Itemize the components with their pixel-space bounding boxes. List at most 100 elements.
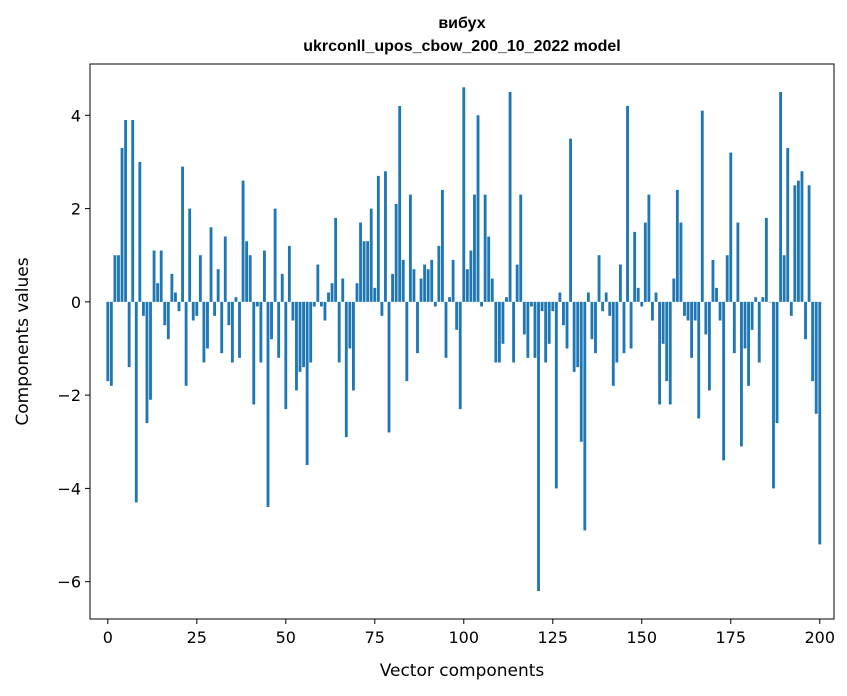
chart-title-line2: ukrconll_upos_cbow_200_10_2022 model — [303, 38, 620, 55]
bar — [779, 91, 783, 302]
bar — [234, 297, 238, 302]
bar — [608, 301, 612, 316]
bar — [280, 273, 284, 302]
bar — [430, 259, 434, 302]
y-tick-label: 4 — [71, 106, 81, 125]
bar — [195, 301, 199, 316]
bar — [309, 301, 313, 363]
bar — [291, 301, 295, 321]
bar — [515, 264, 519, 302]
bar — [387, 301, 391, 433]
x-tick-label: 75 — [365, 628, 385, 647]
bar — [601, 301, 605, 312]
bar — [483, 194, 487, 302]
bar — [405, 301, 409, 382]
bar — [252, 301, 256, 405]
bar — [255, 301, 259, 307]
bar — [419, 278, 423, 302]
bar — [391, 273, 395, 302]
bar — [526, 301, 530, 358]
bar — [384, 171, 387, 302]
bar — [640, 301, 644, 307]
bar — [590, 301, 594, 340]
bar — [686, 301, 690, 321]
y-axis: −6 −4 −2 0 2 4 — [57, 106, 90, 592]
x-tick-label: 0 — [103, 628, 113, 647]
bar — [569, 138, 572, 302]
bar — [743, 301, 747, 349]
bar — [636, 287, 640, 302]
bar — [704, 301, 708, 335]
bar — [658, 301, 661, 405]
bar — [768, 301, 772, 303]
y-tick-label: −2 — [57, 386, 81, 405]
bar — [273, 208, 277, 302]
bar — [533, 301, 537, 358]
bar — [690, 301, 694, 358]
bar — [230, 301, 234, 363]
x-axis-label: Vector components — [380, 661, 545, 681]
bar — [576, 301, 580, 368]
bar — [501, 301, 505, 344]
bar — [131, 119, 135, 302]
bar — [754, 297, 758, 302]
bar — [163, 301, 167, 326]
bar — [761, 297, 765, 302]
bar — [750, 301, 754, 330]
bar — [700, 110, 704, 302]
bar — [223, 236, 227, 302]
bar — [270, 301, 273, 340]
y-tick-label: 2 — [71, 200, 81, 219]
bar — [814, 301, 818, 414]
bar — [586, 292, 590, 302]
bar — [177, 301, 181, 312]
bar — [665, 301, 669, 382]
bar — [423, 264, 427, 302]
bar — [505, 297, 508, 302]
bar — [740, 301, 743, 447]
bar — [337, 301, 341, 363]
bar — [497, 301, 501, 363]
bar — [398, 105, 402, 302]
bar — [462, 87, 466, 302]
bar — [355, 283, 359, 302]
bar — [206, 301, 209, 349]
bar — [266, 301, 270, 508]
bar — [334, 217, 338, 302]
bar — [764, 217, 768, 302]
bar — [654, 292, 658, 302]
bar — [106, 301, 110, 382]
bar — [633, 231, 637, 302]
bar — [188, 208, 192, 302]
bar — [594, 301, 597, 354]
bar — [284, 301, 288, 410]
bar — [747, 301, 750, 386]
bar — [611, 301, 615, 386]
bar — [245, 241, 249, 302]
bar — [138, 161, 142, 302]
bar — [166, 301, 170, 340]
bar — [433, 301, 437, 307]
bar — [651, 301, 654, 321]
bar — [202, 301, 206, 363]
bar — [448, 297, 451, 302]
bar — [330, 283, 334, 302]
bar — [344, 301, 348, 438]
bar — [263, 250, 266, 302]
bar — [319, 301, 323, 307]
bar — [604, 292, 608, 302]
bar — [295, 301, 298, 391]
bar — [565, 301, 569, 349]
bar — [117, 255, 120, 302]
bar — [772, 301, 775, 489]
bar — [618, 264, 622, 302]
bar — [629, 301, 633, 349]
bar — [554, 301, 558, 489]
bar — [693, 301, 697, 321]
bar — [455, 301, 459, 330]
bar — [782, 255, 786, 302]
bar — [412, 269, 416, 302]
bar — [537, 301, 540, 592]
bar — [444, 301, 448, 358]
bar — [341, 278, 345, 302]
